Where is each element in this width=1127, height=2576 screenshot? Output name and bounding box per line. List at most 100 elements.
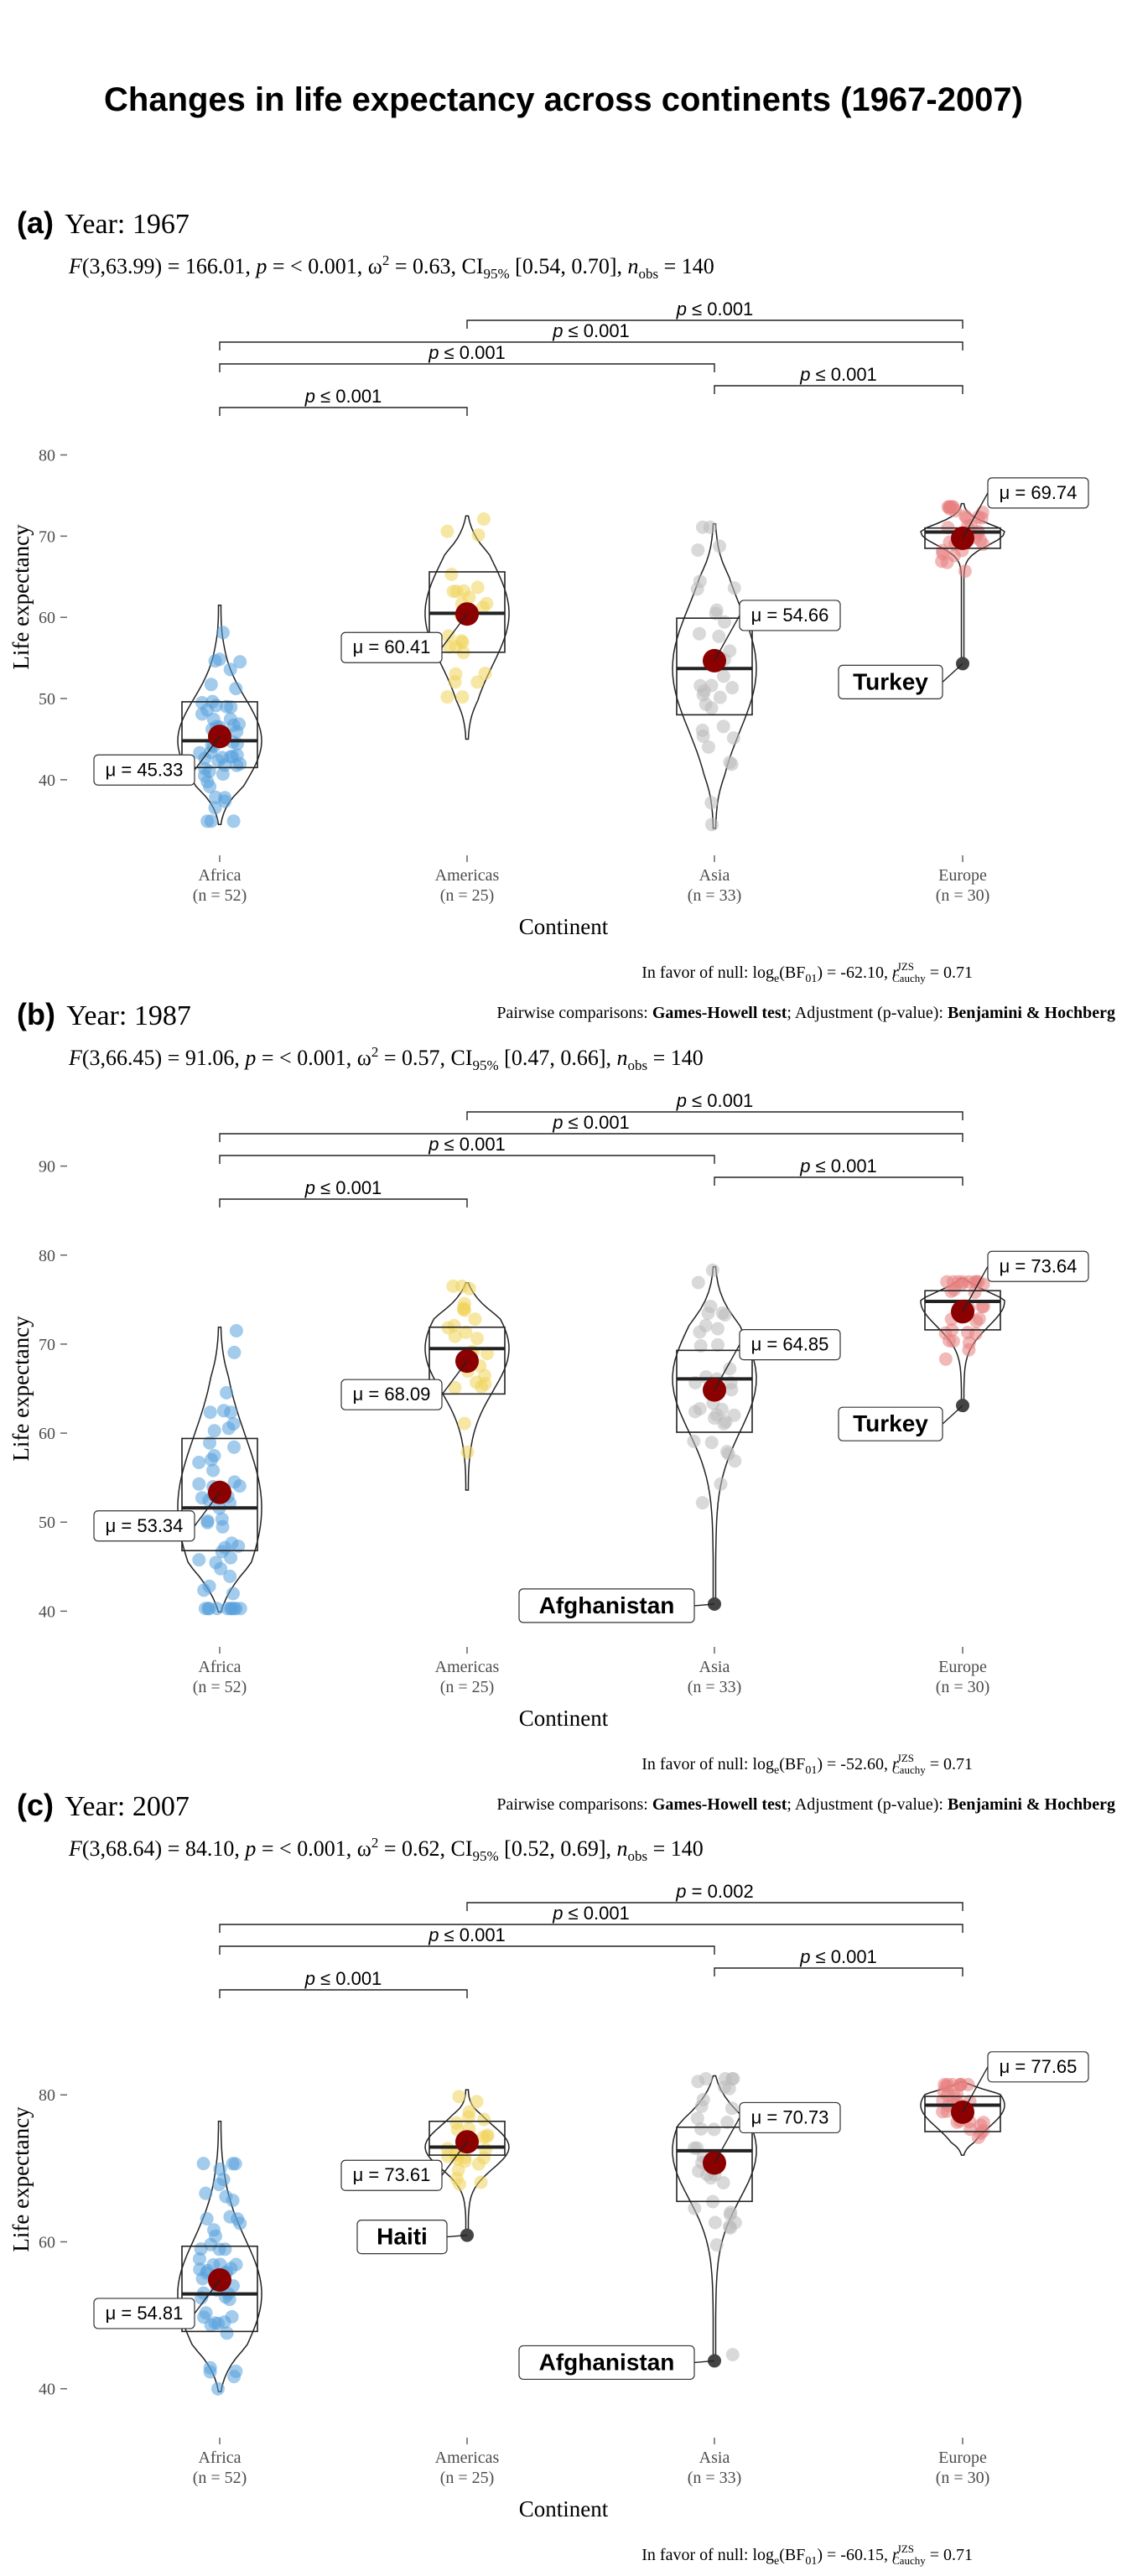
data-point <box>471 2157 486 2171</box>
data-point <box>455 635 470 649</box>
data-point <box>716 2176 730 2189</box>
data-point <box>220 2326 234 2340</box>
bayes-caption: In favor of null: loge(BF01) = -52.60, r… <box>641 1752 973 1777</box>
data-point <box>444 567 459 581</box>
data-point <box>478 667 492 680</box>
data-point <box>208 2316 222 2330</box>
bracket-label: p ≤ 0.001 <box>552 1903 630 1924</box>
data-point <box>940 555 954 569</box>
data-point <box>945 500 959 514</box>
data-point <box>199 2186 213 2200</box>
data-point <box>716 669 730 683</box>
data-point <box>476 2130 491 2144</box>
x-tick-n: (n = 52) <box>193 2469 247 2487</box>
mean-label-box <box>93 754 195 786</box>
data-point <box>477 2112 491 2127</box>
data-point <box>209 2229 222 2243</box>
bracket-label: p ≤ 0.001 <box>304 1177 382 1198</box>
data-point <box>213 2162 227 2176</box>
comparison-bracket: p = 0.002 <box>466 1881 963 1911</box>
data-point <box>226 814 241 828</box>
data-point <box>938 1352 953 1366</box>
x-tick-n: (n = 25) <box>440 1678 495 1696</box>
mean-label-box <box>739 2101 841 2134</box>
outlier-label-box <box>356 2219 448 2255</box>
panel-subtitle: Year: 2007 <box>65 1791 190 1822</box>
data-point <box>693 1339 708 1353</box>
data-point <box>457 1301 471 1316</box>
data-point <box>226 2157 240 2171</box>
data-point <box>192 1553 206 1567</box>
panel-year-1967: (a) Year: 1967 F(3,63.99) = 166.01, p = <… <box>8 205 1115 1022</box>
x-tick-n: (n = 30) <box>936 1678 990 1696</box>
data-point <box>461 2110 475 2124</box>
data-point <box>197 2310 210 2324</box>
mean-label-box <box>987 477 1089 509</box>
y-tick-label: 80 <box>39 447 55 465</box>
data-point <box>226 1587 240 1601</box>
data-point <box>470 675 485 689</box>
data-point <box>726 731 740 745</box>
mean-label-connector <box>962 1265 989 1312</box>
data-point <box>694 2122 708 2136</box>
group-europe: μ = 69.74 <box>920 477 1089 665</box>
panel-tag: (b) <box>17 997 55 1031</box>
data-point <box>940 1275 954 1289</box>
data-point <box>693 626 706 641</box>
stats-line: F(3,66.45) = 91.06, p = < 0.001, ω2 = 0.… <box>68 1044 704 1073</box>
x-tick-label: Africa <box>198 866 241 885</box>
data-point <box>687 1434 701 1448</box>
data-point <box>223 712 237 726</box>
outlier-label: Afghanistan <box>539 2349 675 2375</box>
stats-line: F(3,63.99) = 166.01, p = < 0.001, ω2 = 0… <box>68 252 714 282</box>
violin <box>672 523 757 829</box>
data-point <box>694 2099 709 2113</box>
data-point <box>720 2116 735 2129</box>
data-point <box>452 2090 466 2104</box>
outlier-connector <box>942 1405 963 1425</box>
data-point <box>233 655 247 669</box>
data-point <box>723 1362 737 1376</box>
mean-label: μ = 73.61 <box>353 2164 431 2185</box>
mean-label: μ = 54.66 <box>751 605 829 626</box>
x-tick-label: Asia <box>699 866 730 885</box>
data-point <box>974 511 989 525</box>
mean-label-connector <box>194 2279 221 2314</box>
bracket-label: p ≤ 0.001 <box>799 364 877 385</box>
data-point <box>958 564 972 579</box>
data-point <box>211 2381 225 2396</box>
data-point <box>218 2242 232 2257</box>
outlier-label-box <box>518 2345 695 2381</box>
data-point <box>696 729 710 743</box>
data-point <box>193 745 207 760</box>
data-point <box>705 1263 719 1277</box>
x-axis-title: Continent <box>519 914 609 939</box>
data-point <box>231 1539 246 1553</box>
mean-label-box <box>987 1250 1089 1282</box>
data-point <box>226 750 240 764</box>
box <box>676 1349 753 1433</box>
data-point <box>223 2210 237 2224</box>
data-point <box>704 818 719 832</box>
violin <box>672 1265 757 1605</box>
figure-title: Changes in life expectancy across contin… <box>104 81 1023 118</box>
bracket-label: p ≤ 0.001 <box>676 299 754 319</box>
panel-header: (a) Year: 1967 <box>17 205 190 240</box>
data-point <box>226 1417 241 1431</box>
data-point <box>440 690 454 704</box>
comparison-bracket: p ≤ 0.001 <box>219 1903 963 1933</box>
group-americas: μ = 73.61 <box>340 2089 510 2236</box>
data-point <box>460 1445 475 1459</box>
panel-tag: (a) <box>17 205 54 240</box>
x-tick-label: Americas <box>435 1658 500 1676</box>
mean-label-connector <box>962 492 989 539</box>
y-tick-label: 60 <box>39 1425 55 1443</box>
mean-label-box <box>739 1328 841 1361</box>
comparison-bracket: p ≤ 0.001 <box>219 320 963 351</box>
y-axis-title: Life expectancy <box>8 2106 34 2252</box>
y-axis-title: Life expectancy <box>8 1316 34 1462</box>
data-point <box>709 1408 724 1422</box>
bracket-line <box>714 1967 963 1976</box>
data-point <box>718 1308 732 1322</box>
outlier-label: Turkey <box>853 1410 928 1436</box>
